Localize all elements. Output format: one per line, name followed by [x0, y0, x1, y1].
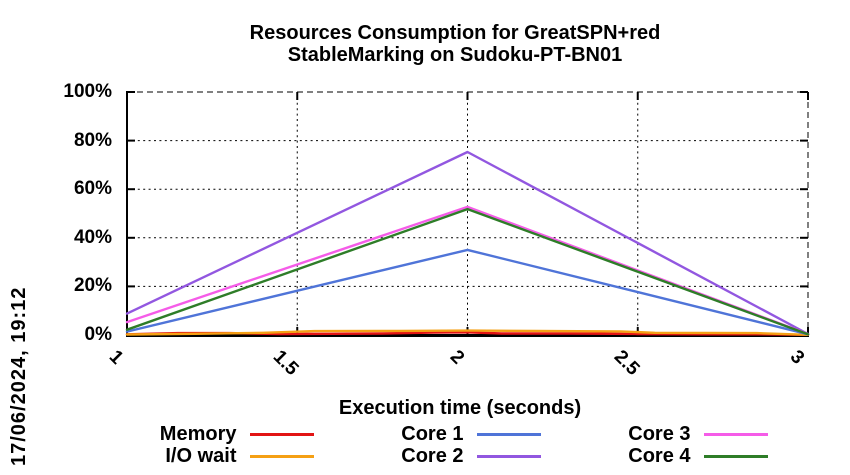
legend-label: Core 3: [628, 422, 691, 445]
legend-column: Memory I/O wait: [143, 423, 314, 467]
legend-color-line: [249, 432, 314, 436]
legend-item: Core 3: [597, 423, 768, 445]
legend-color-line: [476, 432, 541, 436]
legend-label: Core 2: [401, 444, 464, 467]
series-line-core-2: [125, 150, 810, 336]
legend-color-line: [703, 454, 768, 458]
legend-item: Core 4: [597, 445, 768, 467]
y-tick-label: 20%: [73, 275, 112, 297]
y-tick-label: 60%: [73, 178, 112, 200]
legend-color-line: [703, 432, 768, 436]
y-tick-label: 0%: [84, 324, 112, 345]
legend-label: Core 4: [628, 444, 691, 467]
legend-item: Memory: [143, 423, 314, 445]
series-line-i-o-wait: [125, 329, 810, 336]
y-tick-label: 80%: [73, 129, 112, 151]
y-tick-label: 40%: [73, 226, 112, 248]
chart-title-line1: Resources Consumption for GreatSPN+red: [249, 22, 661, 44]
x-axis-label: Execution time (seconds): [338, 397, 582, 419]
legend-label: Core 1: [401, 422, 464, 445]
legend-item: Core 1: [370, 423, 541, 445]
series-line-core-4: [125, 207, 810, 336]
chart-title-line2: StableMarking on Sudoku-PT-BN01: [287, 44, 623, 66]
legend-item: I/O wait: [143, 445, 314, 467]
series-line-core-1: [125, 248, 810, 336]
legend-color-line: [476, 454, 541, 458]
legend-label: Memory: [159, 422, 237, 445]
chart-title: Resources Consumption for GreatSPN+red S…: [30, 22, 850, 66]
legend: Memory I/O wait Core 1 Core 2 Core 3 Core 4: [30, 423, 850, 467]
legend-column: Core 3 Core 4: [597, 423, 768, 467]
legend-color-line: [249, 454, 314, 458]
y-tick-label: 100%: [63, 81, 112, 102]
legend-column: Core 1 Core 2: [370, 423, 541, 467]
legend-item: Core 2: [370, 445, 541, 467]
legend-label: I/O wait: [165, 444, 237, 467]
